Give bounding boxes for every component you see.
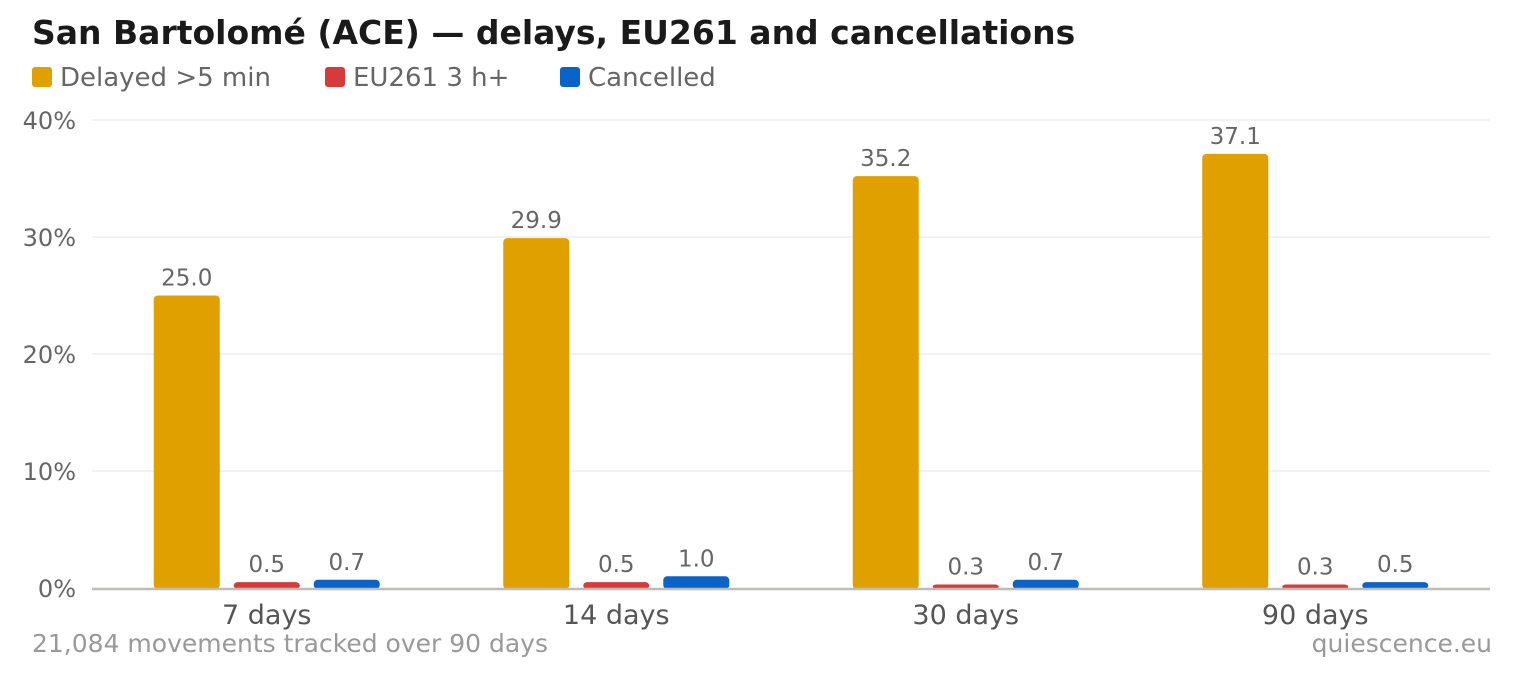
legend-label-2: Cancelled xyxy=(588,63,716,93)
data-label-1-2: 0.3 xyxy=(947,554,984,580)
legend-swatch-0 xyxy=(32,67,52,87)
x-axis-ticks: 7 days 14 days 30 days 90 days xyxy=(222,600,1369,631)
data-label-1-1: 0.5 xyxy=(598,552,635,578)
bar-0-3 xyxy=(1202,153,1269,589)
bar-2-1 xyxy=(663,576,730,589)
data-label-0-2: 35.2 xyxy=(860,146,911,172)
y-tick-label: 0% xyxy=(38,575,76,603)
data-label-0-3: 37.1 xyxy=(1210,124,1261,150)
x-tick-label: 30 days xyxy=(912,600,1019,631)
y-tick-label: 20% xyxy=(23,341,76,369)
data-label-0-1: 29.9 xyxy=(511,208,562,234)
legend-swatch-1 xyxy=(325,67,345,87)
bar-0-2 xyxy=(852,176,919,589)
y-tick-label: 40% xyxy=(23,107,76,135)
data-label-1-3: 0.3 xyxy=(1297,554,1334,580)
data-label-1-0: 0.5 xyxy=(248,552,285,578)
bars xyxy=(153,153,1429,590)
x-tick-label: 14 days xyxy=(563,600,670,631)
data-labels: 25.0 0.5 0.7 29.9 0.5 1.0 35.2 0.3 0.7 37.1 0.3 0.5 xyxy=(161,124,1413,581)
y-tick-label: 30% xyxy=(23,224,76,252)
chart-title: San Bartolomé (ACE) — delays, EU261 and … xyxy=(32,13,1075,52)
footer-note: 21,084 movements tracked over 90 days xyxy=(32,629,548,658)
data-label-2-0: 0.7 xyxy=(328,550,365,576)
bar-0-0 xyxy=(153,295,220,589)
x-tick-label: 90 days xyxy=(1262,600,1369,631)
y-grid xyxy=(92,119,1490,472)
y-tick-label: 10% xyxy=(23,458,76,486)
bar-1-1 xyxy=(583,582,650,589)
x-tick-label: 7 days xyxy=(222,600,312,631)
data-label-2-3: 0.5 xyxy=(1377,552,1414,578)
bar-2-0 xyxy=(313,579,380,589)
legend-label-1: EU261 3 h+ xyxy=(353,63,509,93)
y-axis-ticks: 0% 10% 20% 30% 40% xyxy=(23,107,76,603)
legend: Delayed >5 min EU261 3 h+ Cancelled xyxy=(32,63,716,93)
bar-2-3 xyxy=(1362,582,1429,589)
legend-swatch-2 xyxy=(560,67,580,87)
bar-2-2 xyxy=(1012,579,1079,589)
data-label-2-2: 0.7 xyxy=(1027,550,1064,576)
data-label-0-0: 25.0 xyxy=(161,266,212,292)
legend-label-0: Delayed >5 min xyxy=(60,63,271,93)
bar-1-0 xyxy=(233,582,300,589)
data-label-2-1: 1.0 xyxy=(678,546,715,572)
bar-0-1 xyxy=(503,238,570,590)
footer-source: quiescence.eu xyxy=(1312,629,1492,658)
